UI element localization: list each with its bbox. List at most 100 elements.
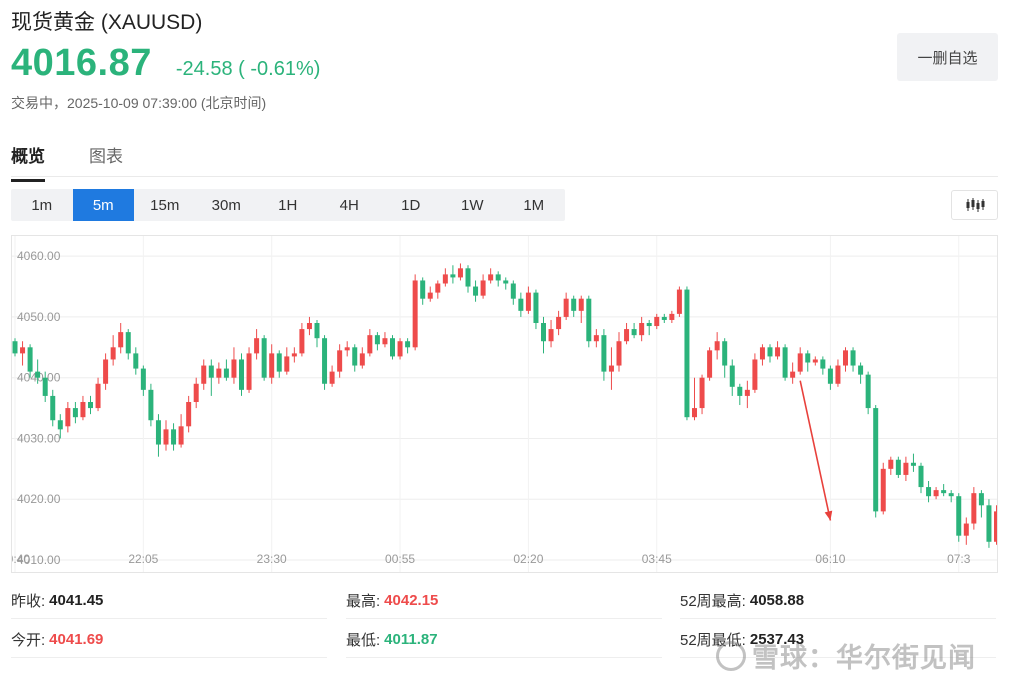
candle-body (518, 298, 524, 311)
candle-body (661, 316, 667, 320)
candle-body (994, 511, 997, 542)
candle-body (420, 280, 426, 299)
candle-body (873, 408, 879, 512)
candle-body (359, 353, 365, 366)
candle-body (239, 359, 244, 390)
candle-body (722, 341, 728, 366)
watermark: 雪球：华尔街见闻 (716, 636, 976, 675)
tab-bar: 概览 图表 (11, 142, 167, 182)
candle-body (714, 341, 720, 351)
candle-body (624, 329, 630, 342)
candle-body (254, 338, 260, 354)
period-1mo[interactable]: 1M (523, 196, 545, 214)
candle-body (20, 347, 26, 354)
tab-chart[interactable]: 图表 (89, 147, 123, 166)
candle-body (820, 359, 826, 369)
candle-body (140, 368, 146, 390)
candle-body (80, 402, 86, 418)
candle-body (790, 371, 796, 378)
candle-body (155, 420, 161, 445)
x-tick-label: 02:20 (513, 552, 543, 566)
stat-high: 最高: 4042.15 (346, 583, 662, 619)
price-chart[interactable]: 4060.00 4050.00 4040.00 4030.00 4020.00 4010.… (11, 235, 998, 573)
remove-watchlist-button[interactable]: 一删自选 (897, 33, 998, 81)
candle-body (269, 353, 275, 378)
candle-body (782, 347, 788, 378)
candle-body (835, 365, 841, 384)
period-1w[interactable]: 1W (461, 196, 484, 214)
period-15m[interactable]: 15m (150, 196, 180, 214)
stat-value: 4011.87 (384, 631, 438, 648)
candle-body (465, 268, 471, 287)
candle-body (397, 341, 403, 357)
candle-body (895, 459, 901, 475)
candle-body (571, 298, 577, 311)
candle-body (729, 365, 735, 387)
chart-type-button[interactable] (951, 190, 998, 220)
x-tick-label: 03:45 (642, 552, 672, 566)
period-4h[interactable]: 4H (339, 196, 359, 214)
candle-body (42, 377, 48, 396)
current-price: 4016.87 (11, 42, 152, 84)
candlestick-icon (966, 198, 984, 212)
stat-label: 最低: (346, 632, 381, 649)
candle-body (963, 523, 969, 536)
candle-body (941, 490, 947, 494)
candle-body (27, 347, 33, 372)
candle-body (880, 468, 886, 512)
candle-body (442, 274, 448, 284)
candle-body (918, 465, 924, 488)
candle-body (548, 329, 554, 342)
stat-value: 4041.69 (49, 631, 104, 648)
candle-body (971, 493, 977, 524)
annotation-arrow-head (824, 510, 833, 521)
candle-body (775, 347, 781, 357)
candle-body (843, 350, 848, 366)
candle-body (427, 292, 433, 299)
candle-body (133, 353, 139, 369)
candle-body (608, 365, 614, 372)
period-30m[interactable]: 30m (211, 196, 241, 214)
y-tick-label: 4030.00 (17, 431, 61, 445)
candle-body (412, 280, 418, 348)
candle-body (956, 496, 962, 536)
candle-body (72, 408, 78, 418)
candle-body (563, 298, 569, 317)
stat-label: 最高: (346, 593, 381, 610)
candle-body (586, 298, 592, 342)
candle-body (344, 347, 350, 351)
candlestick-chart: 4060.00 4050.00 4040.00 4030.00 4020.00 4010.… (12, 236, 997, 572)
stat-open: 今开: 4041.69 (11, 622, 327, 658)
candle-body (797, 353, 803, 372)
x-tick-label: 20:40 (12, 552, 30, 566)
stat-value: 2537.43 (749, 631, 805, 648)
candle-body (208, 365, 214, 378)
candle-body (88, 402, 93, 409)
candle-body (495, 274, 501, 281)
annotation-arrow-line (799, 380, 832, 521)
candle-body (390, 338, 395, 357)
candle-body (50, 395, 56, 421)
period-1h[interactable]: 1H (278, 196, 298, 214)
candle-body (593, 335, 599, 342)
candle-body (171, 429, 177, 445)
candle-body (193, 383, 199, 402)
period-1m[interactable]: 1m (31, 196, 53, 214)
period-1d[interactable]: 1D (401, 196, 421, 214)
candle-body (707, 350, 713, 378)
period-5m[interactable]: 5m (72, 189, 134, 221)
candle-body (435, 283, 441, 293)
candle-body (216, 368, 222, 378)
page-title: 现货黄金 (XAUUSD) (11, 11, 203, 34)
stat-label: 昨收: (11, 593, 46, 610)
candle-body (329, 371, 335, 384)
candle-body (646, 323, 652, 327)
candle-body (510, 283, 516, 299)
candle-body (903, 462, 909, 475)
candle-body (926, 487, 932, 497)
x-tick-label: 00:55 (385, 552, 415, 566)
candle-body (699, 377, 705, 409)
candle-body (337, 350, 343, 372)
candle-body (676, 289, 682, 314)
tab-overview[interactable]: 概览 (11, 142, 45, 182)
